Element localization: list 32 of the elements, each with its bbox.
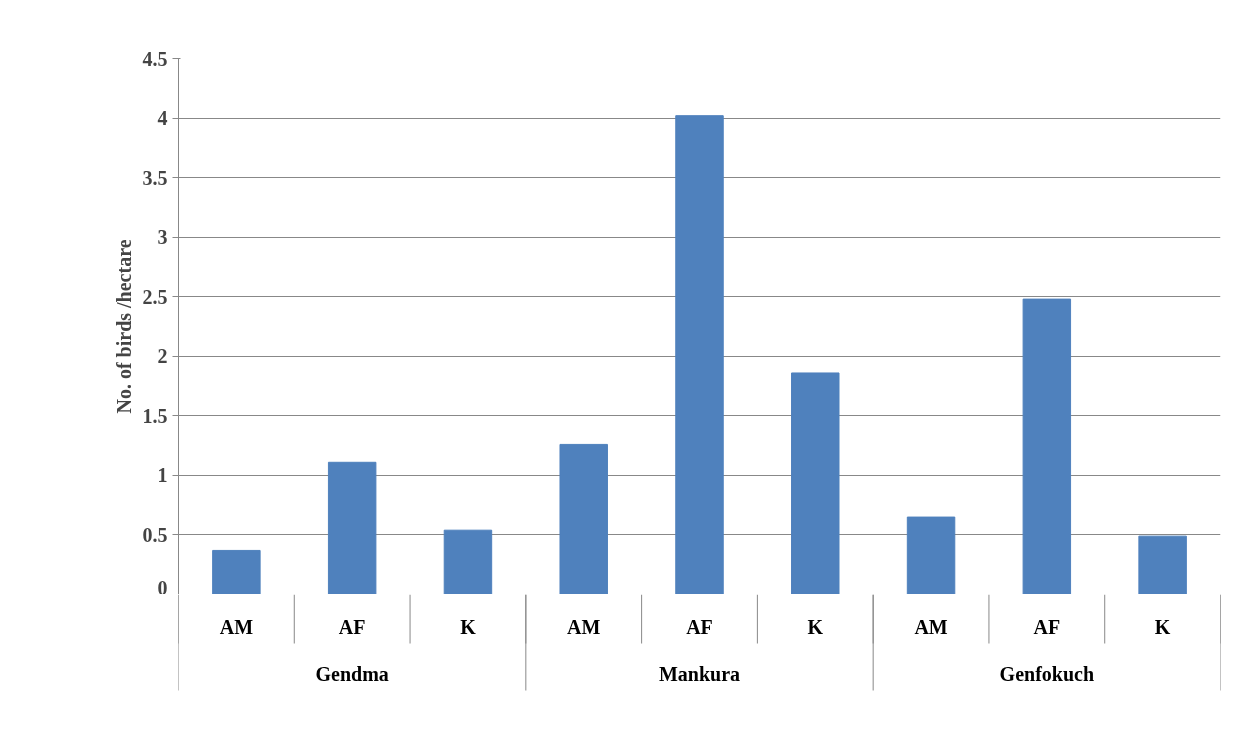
y-tick-label: 4.5 [142, 47, 168, 70]
y-tick-label: 0.5 [142, 523, 168, 546]
y-tick-label: 2.5 [142, 285, 168, 308]
bar [675, 115, 724, 594]
x-tick-label: AM [567, 615, 601, 638]
x-tick-label: AF [686, 615, 713, 638]
y-tick-label: 3.5 [142, 166, 168, 189]
y-tick-label: 3 [157, 226, 168, 249]
x-tick-label: AF [1033, 615, 1061, 638]
y-tick-label: 1 [157, 464, 168, 487]
bar [1138, 535, 1187, 594]
x-tick-label: K [807, 615, 824, 638]
y-tick-label: 4 [157, 107, 168, 130]
bar [559, 443, 608, 594]
y-axis-title: No. of birds /hectare [112, 239, 135, 414]
text: Gendma [315, 662, 389, 685]
y-tick-label: 0 [157, 576, 168, 599]
bar [327, 461, 377, 594]
x-tick-label: AM [219, 615, 254, 638]
bar [1022, 298, 1072, 594]
y-tick-label: 1.5 [142, 404, 168, 427]
x-tick-label: K [1154, 615, 1171, 638]
bar [791, 372, 840, 594]
bar [906, 516, 956, 594]
bar [212, 549, 261, 594]
x-tick-label: AM [914, 615, 948, 638]
y-tick-label: 2 [157, 345, 168, 368]
bar [443, 529, 493, 594]
x-tick-label: K [460, 615, 477, 638]
text: Genfokuch [999, 662, 1095, 685]
text: Mankura [658, 662, 741, 685]
x-tick-label: AF [338, 615, 366, 638]
